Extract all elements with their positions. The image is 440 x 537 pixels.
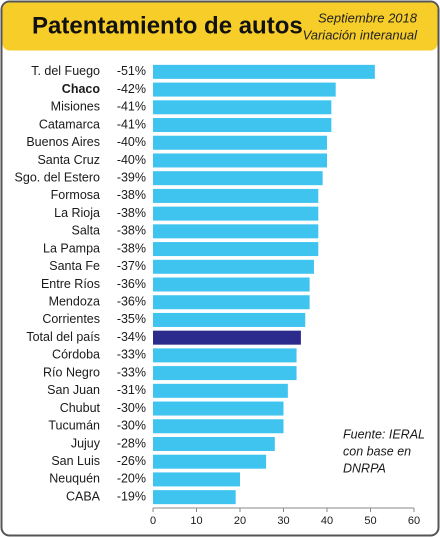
- bar: [153, 135, 327, 150]
- bar: [153, 401, 284, 416]
- chart-title: Patentamiento de autos: [32, 12, 303, 39]
- y-tick-label: Sgo. del Estero: [15, 170, 101, 184]
- annotation: Fuente: IERAL: [343, 427, 425, 441]
- x-tick-label: 0: [150, 515, 156, 527]
- bar: [153, 419, 284, 434]
- value-label: -30%: [117, 401, 146, 415]
- y-tick-label: T. del Fuego: [31, 64, 100, 78]
- value-label: -42%: [117, 82, 146, 96]
- value-label: -28%: [117, 436, 146, 450]
- y-tick-label: Total del país: [26, 330, 100, 344]
- value-label: -33%: [117, 365, 146, 379]
- value-label: -51%: [117, 64, 146, 78]
- value-label: -34%: [117, 330, 146, 344]
- bar: [153, 188, 319, 203]
- y-tick-label: Salta: [72, 224, 101, 238]
- value-label: -31%: [117, 383, 146, 397]
- bar: [153, 118, 332, 133]
- subtitle: Variación interanual: [303, 27, 419, 42]
- bar: [153, 171, 323, 186]
- value-label: -26%: [117, 454, 146, 468]
- y-tick-label: Corrientes: [42, 312, 100, 326]
- bar: [153, 330, 301, 345]
- y-tick-label: Neuquén: [49, 472, 100, 486]
- bar: [153, 64, 375, 79]
- bar: [153, 153, 327, 168]
- value-label: -38%: [117, 188, 146, 202]
- value-label: -30%: [117, 419, 146, 433]
- y-tick-label: Misiones: [51, 100, 100, 114]
- y-tick-label: Catamarca: [39, 117, 100, 131]
- y-tick-label: CABA: [66, 489, 101, 503]
- value-label: -41%: [117, 100, 146, 114]
- value-label: -38%: [117, 224, 146, 238]
- y-tick-label: La Pampa: [43, 241, 100, 255]
- x-tick-label: 40: [321, 515, 333, 527]
- bar: [153, 259, 314, 274]
- y-tick-label: Buenos Aires: [26, 135, 100, 149]
- value-label: -35%: [117, 312, 146, 326]
- y-tick-label: La Rioja: [54, 206, 100, 220]
- bar: [153, 206, 319, 221]
- bar: [153, 348, 297, 363]
- bar: [153, 366, 297, 381]
- y-tick-label: San Luis: [51, 454, 100, 468]
- value-label: -38%: [117, 241, 146, 255]
- annotation: DNRPA: [343, 461, 386, 475]
- y-tick-label: Chubut: [60, 401, 101, 415]
- bar: [153, 100, 332, 115]
- bar: [153, 242, 319, 257]
- value-label: -38%: [117, 206, 146, 220]
- header-band: [2, 2, 438, 51]
- value-label: -36%: [117, 277, 146, 291]
- x-tick-label: 20: [234, 515, 246, 527]
- y-tick-label: Mendoza: [49, 295, 100, 309]
- bar: [153, 295, 310, 310]
- bar: [153, 277, 310, 292]
- bar: [153, 224, 319, 239]
- y-tick-label: Chaco: [62, 82, 101, 96]
- value-label: -20%: [117, 472, 146, 486]
- y-tick-label: Santa Fe: [49, 259, 100, 273]
- subtitle: Septiembre 2018: [318, 10, 418, 25]
- bar: [153, 312, 306, 327]
- value-label: -19%: [117, 489, 146, 503]
- value-label: -39%: [117, 170, 146, 184]
- value-label: -40%: [117, 153, 146, 167]
- value-label: -33%: [117, 348, 146, 362]
- x-tick-label: 50: [364, 515, 376, 527]
- value-label: -36%: [117, 295, 146, 309]
- x-tick-label: 30: [277, 515, 289, 527]
- value-label: -40%: [117, 135, 146, 149]
- bar: [153, 454, 267, 469]
- y-tick-label: Jujuy: [71, 436, 101, 450]
- value-label: -37%: [117, 259, 146, 273]
- y-tick-label: Río Negro: [43, 365, 100, 379]
- x-tick-label: 60: [408, 515, 420, 527]
- y-tick-label: Tucumán: [48, 419, 100, 433]
- y-tick-label: Córdoba: [52, 348, 100, 362]
- x-tick-label: 10: [190, 515, 202, 527]
- bar: [153, 383, 288, 398]
- y-tick-label: Entre Ríos: [41, 277, 100, 291]
- bar: [153, 472, 240, 487]
- bar: [153, 436, 275, 451]
- value-label: -41%: [117, 117, 146, 131]
- y-tick-label: Santa Cruz: [37, 153, 100, 167]
- y-tick-label: San Juan: [47, 383, 100, 397]
- y-tick-label: Formosa: [51, 188, 100, 202]
- annotation: con base en: [343, 444, 411, 458]
- bar: [153, 82, 336, 97]
- bar: [153, 490, 236, 505]
